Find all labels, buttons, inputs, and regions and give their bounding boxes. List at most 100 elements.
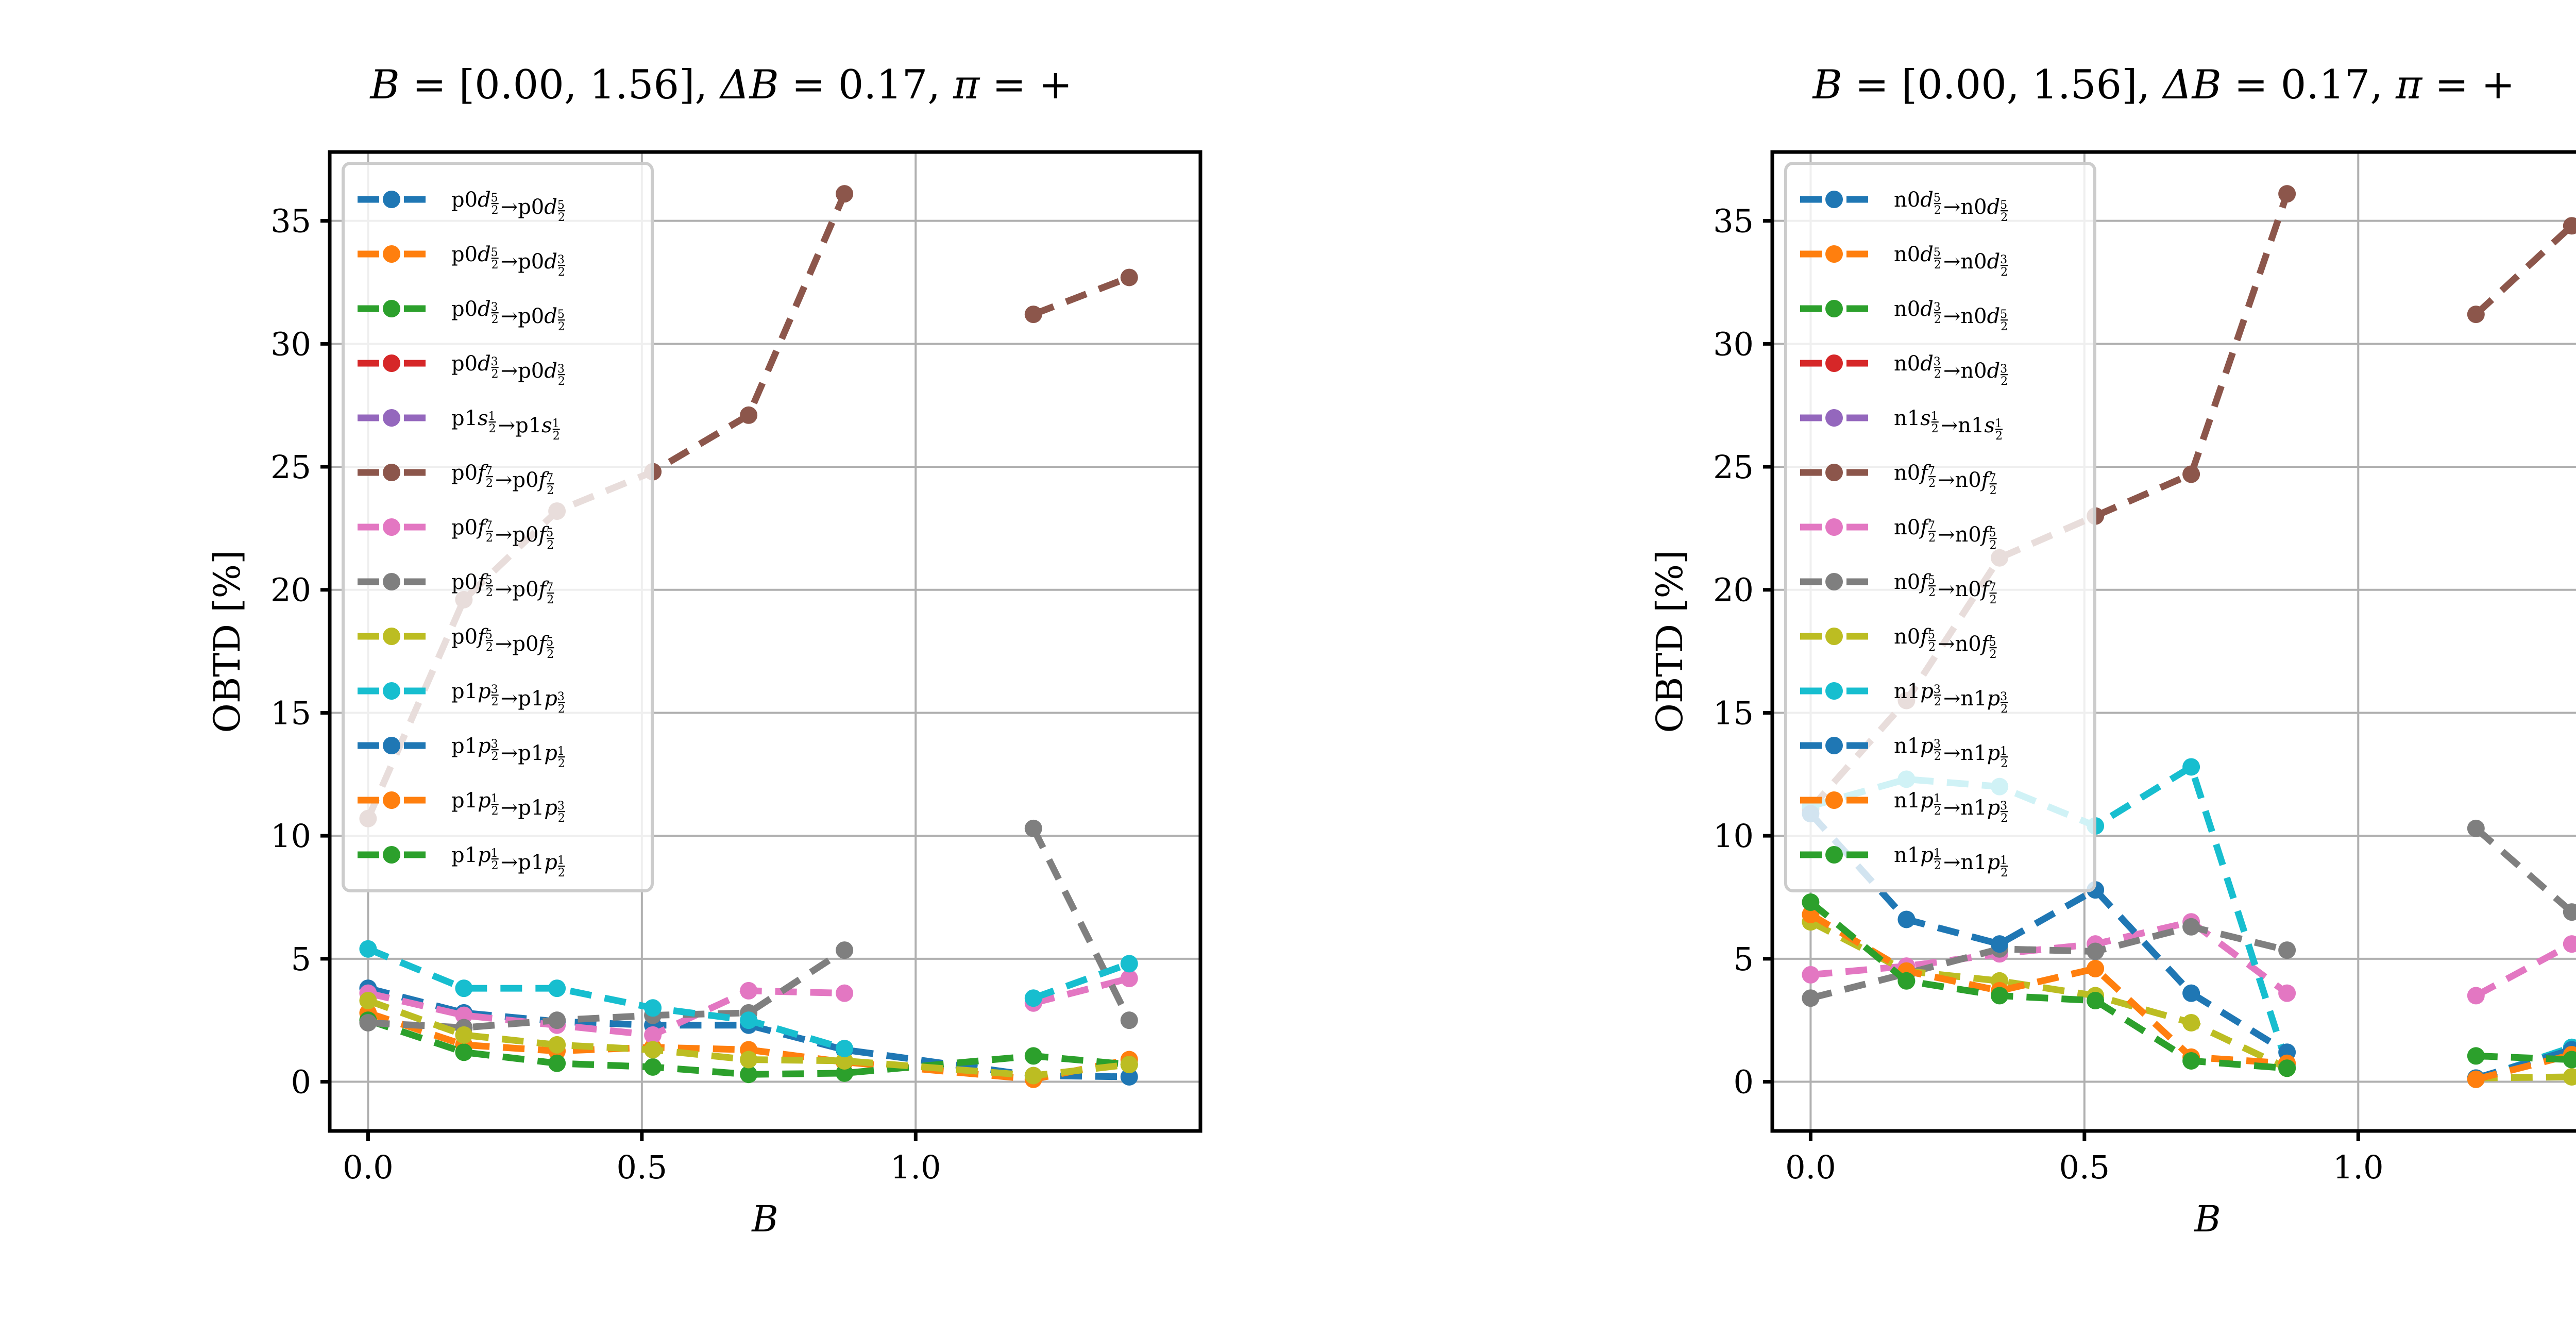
series-line	[2467, 819, 2576, 921]
series-line	[2467, 217, 2576, 324]
legend-item[interactable]: p0d3 2 →p0d3 2	[358, 352, 565, 388]
plot-panel-left: B = [0.00, 1.56], ΔB = 0.17, π = + 0 5 10 15…	[206, 62, 1202, 1240]
series-line	[1802, 918, 2296, 1007]
legend-item[interactable]: n0f5 2 →n0f7 2	[1800, 570, 1997, 606]
legend-label: p1p1 2 →p1p3 2	[451, 789, 565, 825]
series-line	[359, 982, 854, 1044]
legend-label: p1p1 2 →p1p1 2	[451, 843, 565, 880]
x-tick-label: 0.5	[2059, 1148, 2110, 1186]
legend-item[interactable]: p1p1 2 →p1p1 2	[358, 843, 565, 880]
legend-item[interactable]: n1p1 2 →n1p1 2	[1800, 843, 2008, 880]
series-line	[1024, 955, 1138, 1007]
legend-label: n0f7 2 →n0f5 2	[1894, 516, 1997, 552]
series-line	[1024, 819, 1138, 1029]
legend-item[interactable]: n0d5 2 →n0d3 2	[1800, 243, 2008, 279]
legend-item[interactable]: n1s1 2 →n1s1 2	[1800, 407, 2003, 443]
plot-svg: 0 5 10 15 20 25 30 35 0.0 0.5 1.0 B OBTD [%] n0d5 2 →n0…	[1649, 150, 2576, 1240]
legend-item[interactable]: n1p3 2 →n1p1 2	[1800, 734, 2008, 770]
legend-item[interactable]: p0f5 2 →p0f5 2	[358, 625, 554, 661]
legend-label: p0f7 2 →p0f7 2	[451, 461, 554, 497]
legend-item[interactable]: n0f5 2 →n0f5 2	[1800, 625, 1997, 661]
legend-label: n1p1 2 →n1p3 2	[1894, 789, 2008, 825]
y-axis-label: OBTD [%]	[1649, 550, 1691, 733]
y-tick-label: 0	[1734, 1063, 1754, 1101]
tick-group: 0 5 10 15 20 25 30 35 0.0 0.5 1.0	[1713, 202, 2384, 1186]
y-axis-label: OBTD [%]	[206, 550, 248, 733]
y-tick-label: 20	[270, 571, 311, 609]
legend-label: n1p3 2 →n1p3 2	[1894, 680, 2008, 716]
series-line	[1802, 893, 2296, 1077]
plot-panel-right: B = [0.00, 1.56], ΔB = 0.17, π = + 0 5 10 15…	[1443, 0, 2576, 1319]
legend-label: p0d5 2 →p0d3 2	[451, 243, 565, 279]
legend-label: p1p3 2 →p1p3 2	[451, 680, 565, 716]
series-line	[359, 991, 1138, 1085]
legend-label: p1s1 2 →p1s1 2	[451, 407, 560, 443]
series-line	[2467, 935, 2576, 1005]
legend-label: n0d3 2 →n0d3 2	[1894, 352, 2008, 388]
axes-frame	[1770, 150, 2576, 1133]
tick-group: 0 5 10 15 20 25 30 35 0.0 0.5 1.0	[270, 202, 941, 1186]
legend-label: n0f5 2 →n0f7 2	[1894, 570, 1997, 606]
series-line	[1024, 970, 1138, 1012]
legend-item[interactable]: p0d5 2 →p0d5 2	[358, 188, 565, 224]
legend-item[interactable]: n0d5 2 →n0d5 2	[1800, 188, 2008, 224]
y-tick-label: 15	[270, 694, 311, 732]
y-tick-label: 25	[270, 448, 311, 486]
legend-label: p0d5 2 →p0d5 2	[451, 188, 565, 224]
legend-item[interactable]: p0d3 2 →p0d5 2	[358, 297, 565, 333]
legend-item[interactable]: n0d3 2 →n0d5 2	[1800, 297, 2008, 333]
legend-item[interactable]: n0f7 2 →n0f7 2	[1800, 461, 1997, 497]
x-axis-label: B	[2193, 1198, 2221, 1240]
legend-label: p0d3 2 →p0d5 2	[451, 297, 565, 333]
series-line	[2467, 1047, 2576, 1069]
legend-item[interactable]: n1p1 2 →n1p3 2	[1800, 789, 2008, 825]
legend-item[interactable]: p0f5 2 →p0f7 2	[358, 570, 554, 606]
y-tick-label: 5	[291, 940, 311, 978]
y-tick-label: 15	[1713, 694, 1754, 732]
legend-label: n1p3 2 →n1p1 2	[1894, 734, 2008, 770]
x-tick-label: 0.5	[617, 1148, 668, 1186]
legend-item[interactable]: n1p3 2 →n1p3 2	[1800, 680, 2008, 716]
y-tick-label: 5	[1734, 940, 1754, 978]
y-tick-label: 35	[1713, 202, 1754, 240]
x-tick-label: 0.0	[343, 1148, 394, 1186]
legend-label: n0d3 2 →n0d5 2	[1894, 297, 2008, 333]
axes-frame	[328, 150, 1202, 1133]
plot-title: B = [0.00, 1.56], ΔB = 0.17, π = +	[1812, 62, 2515, 108]
legend-item[interactable]: p1p1 2 →p1p3 2	[358, 789, 565, 825]
legend-label: p0d3 2 →p0d3 2	[451, 352, 565, 388]
y-tick-label: 10	[1713, 817, 1754, 855]
x-axis-label: B	[751, 1198, 778, 1240]
series-line	[359, 940, 854, 1058]
legend-item[interactable]: n0f7 2 →n0f5 2	[1800, 516, 1997, 552]
legend: n0d5 2 →n0d5 2 n0d5 2 →n0d3 2 n0d3 2 →n0d5 2 n0d3 2 →n…	[1784, 162, 2096, 892]
legend-item[interactable]: p1s1 2 →p1s1 2	[358, 407, 560, 443]
legend-label: p1p3 2 →p1p1 2	[451, 734, 565, 770]
y-tick-label: 30	[270, 325, 311, 363]
legend-item[interactable]: p1p3 2 →p1p1 2	[358, 734, 565, 770]
legend-item[interactable]: n0d3 2 →n0d3 2	[1800, 352, 2008, 388]
legend-item[interactable]: p1p3 2 →p1p3 2	[358, 680, 565, 716]
legend-item[interactable]: p0f7 2 →p0f7 2	[358, 461, 554, 497]
legend: p0d5 2 →p0d5 2 p0d5 2 →p0d3 2 p0d3 2 →p0d5 2 p0d3 2 →p…	[342, 162, 654, 892]
legend-label: p0f7 2 →p0f5 2	[451, 516, 554, 552]
y-tick-label: 25	[1713, 448, 1754, 486]
legend-label: n0d5 2 →n0d3 2	[1894, 243, 2008, 279]
plot-svg: 0 5 10 15 20 25 30 35 0.0 0.5 1.0 B OBTD [%] p0d5 2 →p0…	[206, 150, 1202, 1240]
x-tick-label: 1.0	[890, 1148, 941, 1186]
x-tick-label: 0.0	[1785, 1148, 1836, 1186]
legend-item[interactable]: p0f7 2 →p0f5 2	[358, 516, 554, 552]
legend-label: n0f5 2 →n0f5 2	[1894, 625, 1997, 661]
legend-label: p0f5 2 →p0f5 2	[451, 625, 554, 661]
series-line	[1802, 913, 2296, 1077]
legend-label: n1s1 2 →n1s1 2	[1894, 407, 2003, 443]
legend-item[interactable]: p0d5 2 →p0d3 2	[358, 243, 565, 279]
legend-label: p0f5 2 →p0f7 2	[451, 570, 554, 606]
legend-label: n1p1 2 →n1p1 2	[1894, 843, 2008, 880]
y-tick-label: 0	[291, 1063, 311, 1101]
x-tick-label: 1.0	[2333, 1148, 2384, 1186]
y-tick-label: 20	[1713, 571, 1754, 609]
y-tick-label: 35	[270, 202, 311, 240]
legend-label: n0d5 2 →n0d5 2	[1894, 188, 2008, 224]
